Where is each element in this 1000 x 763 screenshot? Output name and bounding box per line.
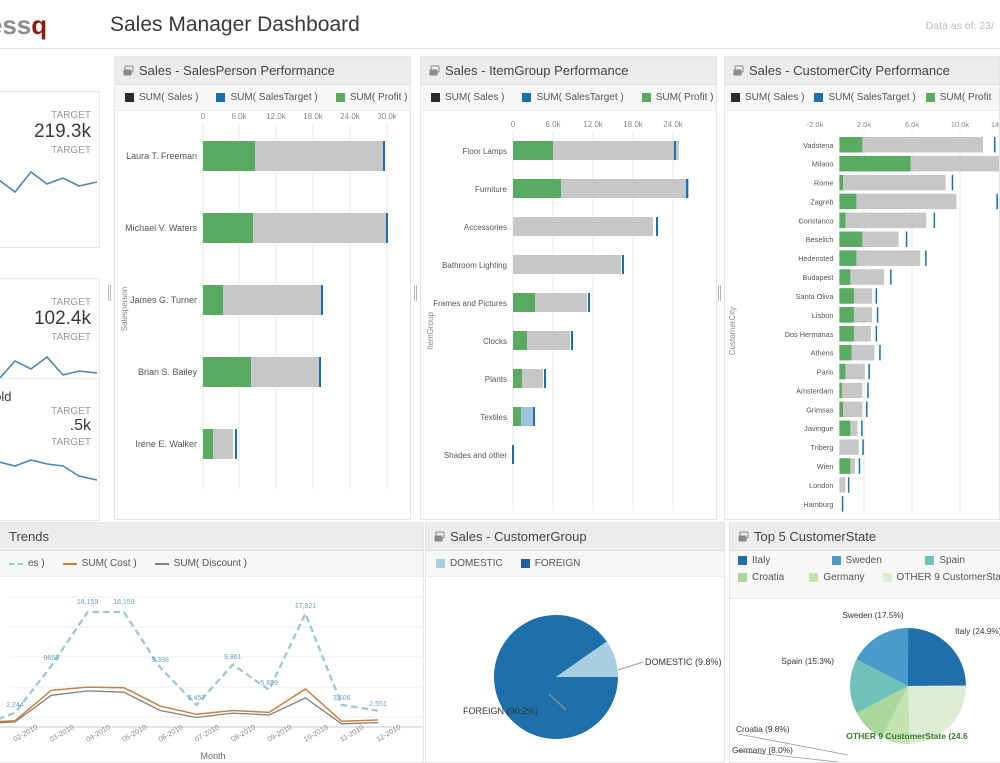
svg-text:Athens: Athens [811,349,834,358]
svg-text:Dos Hermanas: Dos Hermanas [785,330,834,339]
svg-text:Grimsas: Grimsas [806,405,834,414]
svg-text:Frames and Pictures: Frames and Pictures [433,299,507,308]
svg-text:Triberg: Triberg [811,443,834,452]
svg-text:05-2010: 05-2010 [120,723,148,744]
svg-text:18,159: 18,159 [77,599,99,606]
svg-text:DOMESTIC (9.8%): DOMESTIC (9.8%) [645,657,722,667]
svg-text:James G. Turner: James G. Turner [130,295,197,305]
svg-text:Budapest: Budapest [803,273,834,282]
svg-text:2.0k: 2.0k [857,120,871,129]
svg-text:FOREIGN (90.2%): FOREIGN (90.2%) [463,706,538,716]
svg-text:08-2010: 08-2010 [229,723,257,744]
svg-text:Clocks: Clocks [483,337,507,346]
svg-text:30.0k: 30.0k [377,112,398,121]
svg-text:18,159: 18,159 [113,599,135,606]
svg-text:10-2010: 10-2010 [302,723,330,744]
svg-text:Irene E. Walker: Irene E. Walker [135,439,197,449]
svg-text:Coristanco: Coristanco [799,216,834,225]
svg-text:04-2010: 04-2010 [84,723,112,744]
svg-text:18.0k: 18.0k [623,120,644,129]
svg-text:24.0k: 24.0k [663,120,684,129]
svg-text:London: London [809,481,833,490]
svg-text:17,921: 17,921 [295,603,317,610]
svg-text:Bathroom Lighting: Bathroom Lighting [442,261,507,270]
svg-text:Spain (15.3%): Spain (15.3%) [781,656,834,666]
svg-text:ItemGroup: ItemGroup [426,312,435,350]
svg-text:2,551: 2,551 [369,701,387,708]
svg-text:02-2010: 02-2010 [12,723,40,744]
svg-text:Javingue: Javingue [804,424,833,433]
svg-text:Paris: Paris [817,368,834,377]
svg-text:Germany (8.0%): Germany (8.0%) [732,745,793,755]
svg-text:Amsterdam: Amsterdam [796,386,833,395]
svg-text:Michael V. Waters: Michael V. Waters [125,223,197,233]
svg-text:CustomerCity: CustomerCity [728,307,737,355]
svg-text:Furniture: Furniture [475,185,508,194]
svg-text:3,506: 3,506 [333,695,351,702]
svg-text:03-2010: 03-2010 [48,723,76,744]
svg-text:-2.0k: -2.0k [807,120,824,129]
svg-text:Sweden (17.5%): Sweden (17.5%) [842,610,904,620]
svg-text:Laura T. Freeman: Laura T. Freeman [126,151,197,161]
svg-text:2,244: 2,244 [6,702,24,709]
svg-text:5,859: 5,859 [260,680,278,687]
svg-text:Italy (24.9%): Italy (24.9%) [955,626,1000,636]
svg-text:Croatia (9.8%): Croatia (9.8%) [736,724,790,734]
svg-text:Salesperson: Salesperson [120,287,129,331]
svg-text:6.0k: 6.0k [231,112,247,121]
svg-text:Hedensted: Hedensted [798,254,833,263]
svg-text:9653: 9653 [44,655,60,662]
svg-text:Shades and other: Shades and other [444,451,507,460]
svg-text:Wien: Wien [817,462,834,471]
svg-text:24.0k: 24.0k [340,112,361,121]
svg-text:Beselich: Beselich [806,235,834,244]
svg-text:Vadstena: Vadstena [803,141,834,150]
svg-text:Brian S. Bailey: Brian S. Bailey [138,367,198,377]
svg-text:07-2010: 07-2010 [193,723,221,744]
svg-text:0: 0 [201,112,206,121]
svg-text:OTHER 9 CustomerState (24.6: OTHER 9 CustomerState (24.6 [846,731,968,741]
svg-text:Floor Lamps: Floor Lamps [463,147,507,156]
svg-text:Santa Oliva: Santa Oliva [796,292,835,301]
svg-text:12.0k: 12.0k [583,120,604,129]
svg-text:11-2010: 11-2010 [338,723,365,744]
svg-text:6.0k: 6.0k [545,120,561,129]
svg-text:Lisbon: Lisbon [812,311,834,320]
svg-text:9,398: 9,398 [151,657,169,664]
svg-text:9,861: 9,861 [224,654,242,661]
svg-text:6.0k: 6.0k [905,120,919,129]
svg-text:Plants: Plants [485,375,507,384]
svg-text:Hamburg: Hamburg [803,500,833,509]
svg-text:0: 0 [511,120,516,129]
svg-text:10.0k: 10.0k [951,120,970,129]
svg-text:09-2010: 09-2010 [266,723,294,744]
svg-text:Textiles: Textiles [480,413,507,422]
svg-text:Month: Month [200,751,225,761]
svg-text:Rome: Rome [814,179,833,188]
svg-text:3,457: 3,457 [188,695,206,702]
svg-text:Milano: Milano [812,160,834,169]
svg-text:18.0k: 18.0k [303,112,324,121]
svg-text:06-2010: 06-2010 [157,723,185,744]
svg-text:12-2010: 12-2010 [375,723,403,744]
svg-text:12.0k: 12.0k [266,112,287,121]
svg-text:14.0k: 14.0k [991,120,1000,129]
svg-text:Accessories: Accessories [464,223,507,232]
svg-text:Zagreb: Zagreb [810,197,833,206]
